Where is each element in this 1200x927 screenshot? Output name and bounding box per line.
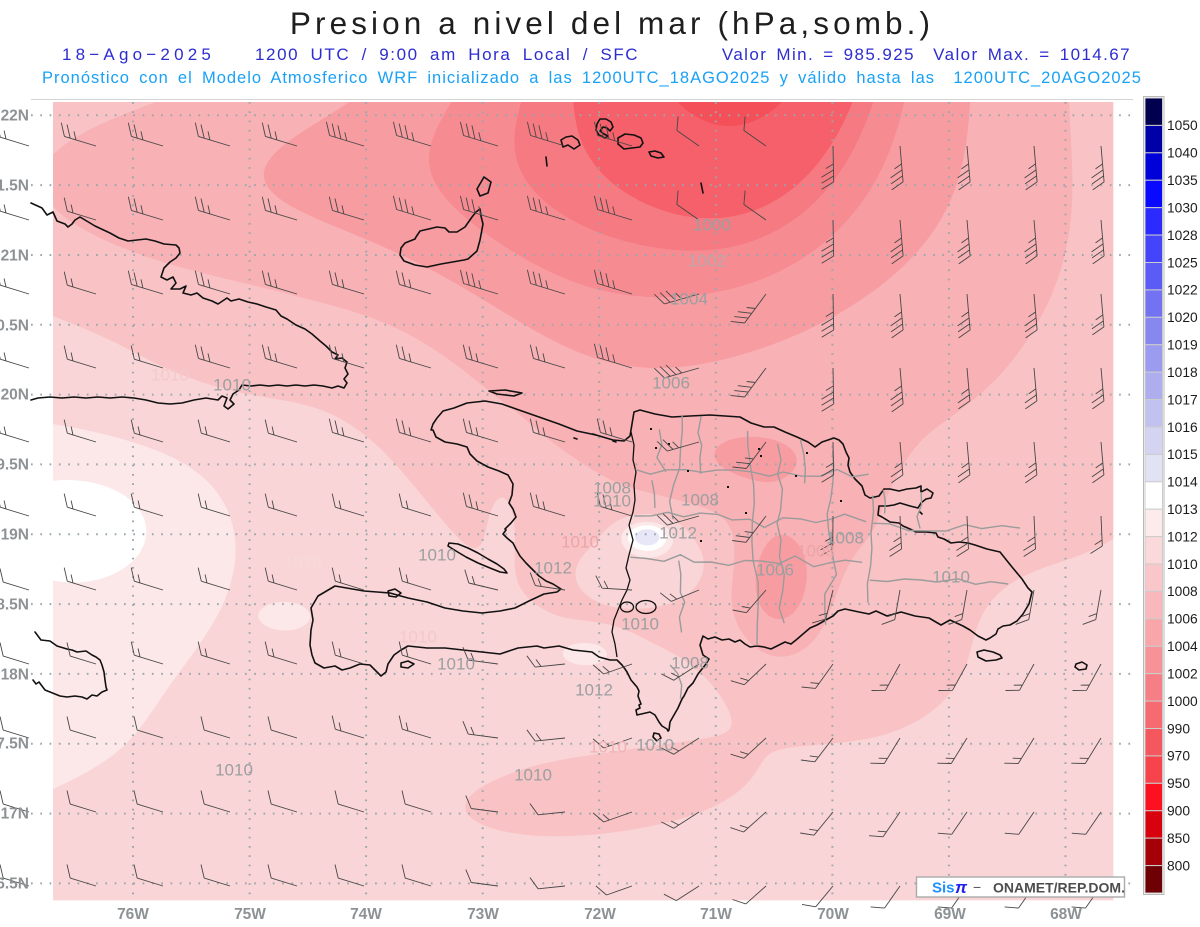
svg-text:69W: 69W: [934, 906, 966, 923]
svg-text:18N: 18N: [1, 667, 29, 684]
svg-text:1010: 1010: [589, 738, 627, 757]
svg-text:1008: 1008: [593, 479, 631, 498]
svg-text:6.5N: 6.5N: [0, 876, 29, 893]
svg-text:π: π: [955, 878, 968, 897]
svg-text:1016: 1016: [1167, 420, 1198, 435]
svg-text:1028: 1028: [1167, 228, 1198, 243]
svg-text:1010: 1010: [418, 546, 456, 565]
svg-text:1017: 1017: [1167, 392, 1198, 407]
svg-text:1000: 1000: [1167, 694, 1198, 709]
svg-text:1006: 1006: [1167, 612, 1198, 627]
svg-text:Pronóstico con el Modelo Atmos: Pronóstico con el Modelo Atmosferico WRF…: [42, 69, 1142, 87]
svg-text:19N: 19N: [1, 527, 29, 544]
svg-text:1010: 1010: [636, 736, 674, 755]
svg-text:1013: 1013: [1167, 502, 1198, 517]
svg-text:1010: 1010: [284, 554, 322, 573]
svg-text:1015: 1015: [1167, 447, 1198, 462]
svg-text:1012: 1012: [575, 681, 613, 700]
svg-text:1020: 1020: [1167, 310, 1198, 325]
svg-text:8.5N: 8.5N: [0, 597, 29, 614]
svg-text:Presion a nivel del mar (hPa,s: Presion a nivel del mar (hPa,somb.): [290, 5, 934, 41]
svg-text:990: 990: [1167, 721, 1190, 736]
svg-text:1006: 1006: [652, 374, 690, 393]
svg-text:9.5N: 9.5N: [0, 457, 29, 474]
svg-text:71W: 71W: [700, 906, 732, 923]
svg-text:1035: 1035: [1167, 173, 1198, 188]
svg-text:1002: 1002: [688, 252, 726, 271]
svg-text:1012: 1012: [659, 524, 697, 543]
svg-text:1200 UTC / 9:00 am Hora Local: 1200 UTC / 9:00 am Hora Local / SFC: [255, 45, 639, 64]
svg-text:1004: 1004: [1167, 639, 1198, 654]
svg-text:1010: 1010: [437, 655, 475, 674]
svg-text:950: 950: [1167, 776, 1190, 791]
svg-text:1008: 1008: [681, 491, 719, 510]
svg-text:1012: 1012: [534, 559, 572, 578]
svg-text:1050: 1050: [1167, 118, 1198, 133]
svg-text:1008: 1008: [826, 529, 864, 548]
svg-text:1040: 1040: [1167, 146, 1198, 161]
svg-text:70W: 70W: [817, 906, 849, 923]
svg-text:970: 970: [1167, 749, 1190, 764]
svg-text:1010: 1010: [399, 628, 437, 647]
svg-text:18−Ago−2025: 18−Ago−2025: [62, 45, 215, 64]
svg-text:Sis: Sis: [932, 880, 955, 897]
svg-text:Valor Min. = 985.925 Valor Ma: Valor Min. = 985.925 Valor Max. = 1014.6…: [722, 45, 1131, 64]
svg-text:−: −: [973, 879, 981, 895]
svg-text:75W: 75W: [234, 906, 266, 923]
svg-text:1030: 1030: [1167, 201, 1198, 216]
svg-text:74W: 74W: [350, 906, 382, 923]
svg-text:21N: 21N: [1, 248, 29, 265]
svg-text:1019: 1019: [1167, 338, 1198, 353]
svg-text:68W: 68W: [1050, 906, 1082, 923]
svg-text:76W: 76W: [117, 906, 149, 923]
svg-text:1010: 1010: [215, 761, 253, 780]
svg-text:1010: 1010: [621, 615, 659, 634]
svg-text:1008: 1008: [671, 654, 709, 673]
svg-text:73W: 73W: [467, 906, 499, 923]
svg-text:7.5N: 7.5N: [0, 736, 29, 753]
svg-text:800: 800: [1167, 858, 1190, 873]
svg-text:1006: 1006: [756, 561, 794, 580]
svg-text:ONAMET/REP.DOM.: ONAMET/REP.DOM.: [993, 880, 1125, 896]
svg-text:1010: 1010: [1167, 557, 1198, 572]
svg-text:1008: 1008: [797, 542, 835, 561]
svg-text:1025: 1025: [1167, 255, 1198, 270]
svg-text:1010: 1010: [593, 492, 631, 511]
svg-text:22N: 22N: [1, 108, 29, 125]
svg-text:1000: 1000: [693, 216, 731, 235]
svg-text:20N: 20N: [1, 387, 29, 404]
svg-text:1010: 1010: [213, 376, 251, 395]
svg-text:1010: 1010: [932, 568, 970, 587]
svg-text:1014: 1014: [1167, 475, 1198, 490]
svg-text:1010: 1010: [514, 766, 552, 785]
svg-text:1012: 1012: [1167, 529, 1198, 544]
svg-text:17N: 17N: [1, 806, 29, 823]
svg-text:1022: 1022: [1167, 283, 1198, 298]
svg-text:1004: 1004: [670, 290, 708, 309]
svg-text:1010: 1010: [151, 366, 189, 385]
svg-text:1002: 1002: [1167, 667, 1198, 682]
svg-text:1010: 1010: [561, 533, 599, 552]
svg-text:1.5N: 1.5N: [0, 178, 29, 195]
svg-text:0.5N: 0.5N: [0, 318, 29, 335]
svg-text:900: 900: [1167, 804, 1190, 819]
svg-text:850: 850: [1167, 831, 1190, 846]
svg-text:1018: 1018: [1167, 365, 1198, 380]
svg-text:1008: 1008: [1167, 584, 1198, 599]
svg-text:72W: 72W: [584, 906, 616, 923]
